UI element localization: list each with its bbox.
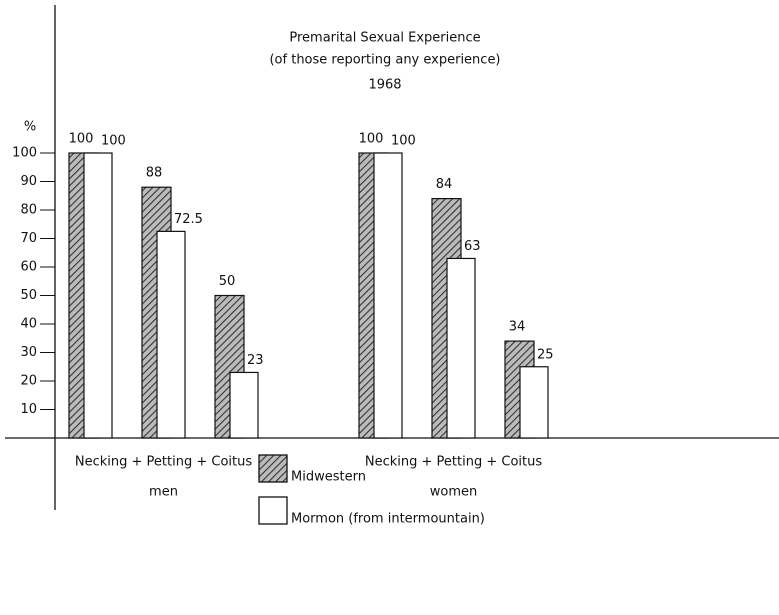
data-label: 50: [219, 274, 236, 289]
y-tick-label: 80: [20, 203, 37, 218]
y-axis-label: %: [24, 120, 36, 135]
bar: [229, 371, 259, 439]
y-tick-label: 100: [12, 146, 37, 161]
bar: [519, 366, 549, 439]
data-label: 84: [436, 177, 453, 192]
y-tick-label: 50: [20, 288, 37, 303]
data-label: 25: [537, 347, 554, 362]
bar: [446, 257, 476, 439]
y-tick-label: 30: [20, 345, 37, 360]
y-tick-label: 60: [20, 260, 37, 275]
y-tick-label: 90: [20, 174, 37, 189]
data-label: 100: [101, 134, 126, 149]
legend-swatch: [258, 496, 288, 525]
data-label: 34: [509, 320, 526, 335]
data-label: 23: [247, 353, 264, 368]
x-axis-label: Necking + Petting + Coitus: [365, 455, 542, 470]
data-label: 100: [69, 132, 94, 147]
data-label: 100: [391, 134, 416, 149]
legend-label: Mormon (from intermountain): [291, 512, 485, 527]
data-label: 72.5: [174, 212, 203, 227]
y-tick-label: 10: [20, 402, 37, 417]
group-label: men: [149, 485, 178, 500]
chart-subtitle: (of those reporting any experience): [269, 53, 500, 68]
bar: [156, 230, 186, 439]
y-tick-label: 70: [20, 231, 37, 246]
legend-swatch: [258, 454, 288, 483]
legend-label: Midwestern: [291, 470, 366, 485]
chart-title: Premarital Sexual Experience: [289, 31, 480, 46]
y-tick-label: 40: [20, 317, 37, 332]
bar: [83, 152, 113, 439]
data-label: 88: [146, 166, 163, 181]
annotation: 1968: [368, 78, 401, 93]
data-label: 100: [359, 132, 384, 147]
bar: [373, 152, 403, 439]
data-label: 63: [464, 239, 481, 254]
x-axis-label: Necking + Petting + Coitus: [75, 455, 252, 470]
group-label: women: [430, 485, 478, 500]
y-tick-label: 20: [20, 374, 37, 389]
